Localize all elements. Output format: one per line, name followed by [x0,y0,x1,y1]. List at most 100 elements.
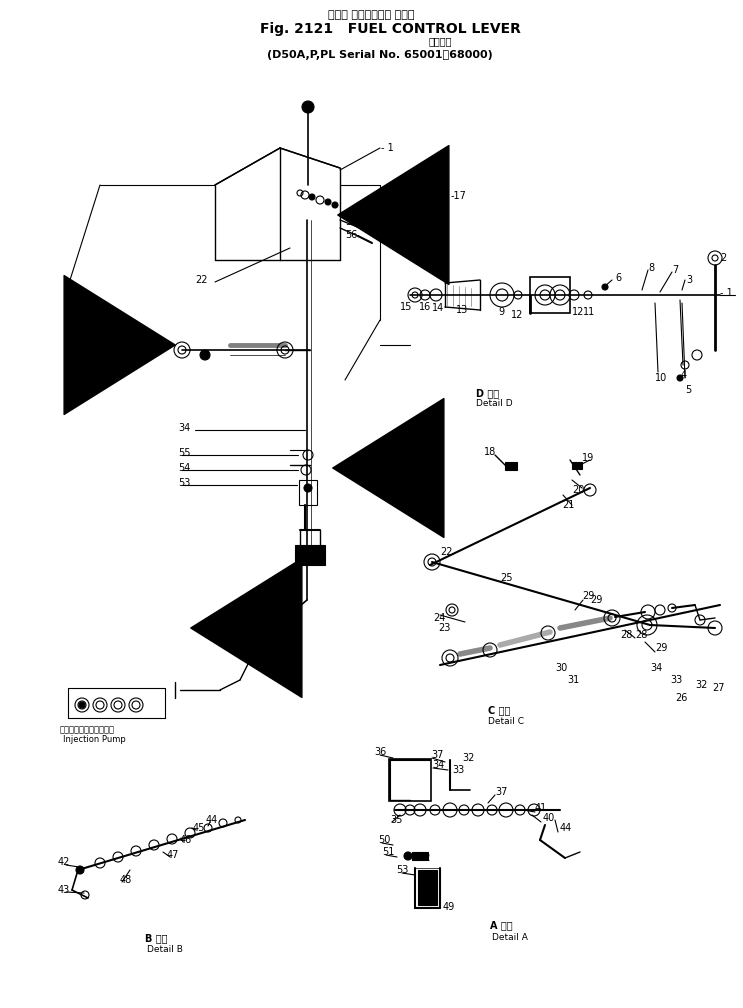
Text: 9: 9 [498,307,504,317]
Text: 55: 55 [178,448,190,458]
Text: 44: 44 [560,823,572,833]
Text: 31: 31 [567,675,580,685]
Text: - 1: - 1 [720,288,733,298]
Text: 19: 19 [582,453,594,463]
Text: 51: 51 [382,847,395,857]
Text: 2: 2 [720,253,726,263]
Bar [572,462,582,469]
Text: 29: 29 [655,643,667,653]
Text: 33: 33 [670,675,682,685]
Text: Fig. 2121   FUEL CONTROL LEVER: Fig. 2121 FUEL CONTROL LEVER [260,22,521,36]
Text: 56: 56 [345,230,357,240]
Text: 32: 32 [695,680,707,690]
Circle shape [302,101,314,113]
Text: 8: 8 [648,263,654,273]
Circle shape [325,199,331,205]
Text: D 詳細: D 詳細 [476,388,499,398]
Text: 53: 53 [178,478,190,488]
Text: 47: 47 [167,850,179,860]
Bar [299,480,317,505]
Text: 13: 13 [456,305,468,314]
Text: 33: 33 [452,765,464,775]
Text: 14: 14 [432,303,444,313]
Text: 26: 26 [675,694,687,703]
Text: 適用号機: 適用号機 [428,36,452,46]
Text: フェル コントロール レバー: フェル コントロール レバー [328,10,415,20]
Text: 42: 42 [58,857,71,867]
Text: A: A [355,460,365,473]
Text: 6: 6 [615,273,621,283]
Bar [530,277,570,313]
Text: B 詳細: B 詳細 [145,933,167,943]
Text: 28: 28 [635,630,647,640]
Circle shape [200,350,210,360]
Circle shape [304,484,312,492]
Circle shape [602,284,608,290]
Text: 30: 30 [555,663,567,673]
Text: 40: 40 [543,813,555,823]
Text: (D50A,P,PL Serial No. 65001～68000): (D50A,P,PL Serial No. 65001～68000) [267,50,493,60]
Text: D: D [360,207,370,220]
Text: 35: 35 [390,815,403,825]
Text: 22: 22 [195,275,207,285]
Text: 44: 44 [228,625,240,635]
Circle shape [332,202,338,208]
Text: Detail B: Detail B [147,946,183,955]
Text: C 詳細: C 詳細 [488,705,510,715]
Text: 20: 20 [572,485,585,495]
Text: Detail D: Detail D [476,399,513,408]
Text: 34: 34 [650,663,662,673]
Bar [412,852,428,860]
Text: Detail A: Detail A [492,932,528,941]
Circle shape [677,375,683,381]
Bar [295,545,325,565]
Text: 10: 10 [655,373,667,383]
Text: -17: -17 [451,191,467,201]
Text: インジェクションポンプ: インジェクションポンプ [60,726,115,735]
Text: 44: 44 [206,815,218,825]
Text: 11: 11 [583,307,595,317]
Text: 34: 34 [432,760,444,770]
Text: 7: 7 [672,265,678,275]
Text: C: C [148,337,157,350]
Bar [418,870,437,905]
Circle shape [309,194,315,200]
Text: 57: 57 [345,217,357,227]
Text: 29: 29 [590,595,603,605]
Text: 28: 28 [620,630,632,640]
Text: Injection Pump: Injection Pump [63,736,126,745]
Text: 29: 29 [582,591,594,601]
Text: 34: 34 [178,423,190,433]
Text: 27: 27 [712,683,724,694]
Text: 12: 12 [572,307,585,317]
Text: B: B [213,620,222,632]
Text: 37: 37 [495,787,507,797]
Text: 12: 12 [511,310,523,320]
Text: 32: 32 [462,753,474,763]
Text: 24: 24 [433,613,445,623]
Circle shape [76,866,84,874]
Text: 43: 43 [58,885,71,895]
Text: A 詳細: A 詳細 [490,920,513,930]
Text: 50: 50 [378,835,390,845]
Text: 52: 52 [418,853,430,863]
Circle shape [404,852,412,860]
Text: 18: 18 [484,447,496,457]
Text: 48: 48 [120,875,132,885]
Text: 37: 37 [431,750,444,760]
Text: 25: 25 [500,573,513,583]
Text: 15: 15 [400,302,412,312]
Text: 54: 54 [178,463,190,473]
Text: 46: 46 [180,835,192,845]
Text: 4: 4 [681,370,687,380]
Bar [389,759,431,801]
Text: 53: 53 [396,865,409,875]
Text: 36: 36 [374,747,386,757]
Circle shape [79,702,85,708]
Text: 5: 5 [685,385,691,395]
Text: 45: 45 [193,823,205,833]
Text: 3: 3 [686,275,692,285]
Text: Detail C: Detail C [488,718,524,727]
Text: 23: 23 [438,623,450,633]
Text: 49: 49 [443,902,455,912]
